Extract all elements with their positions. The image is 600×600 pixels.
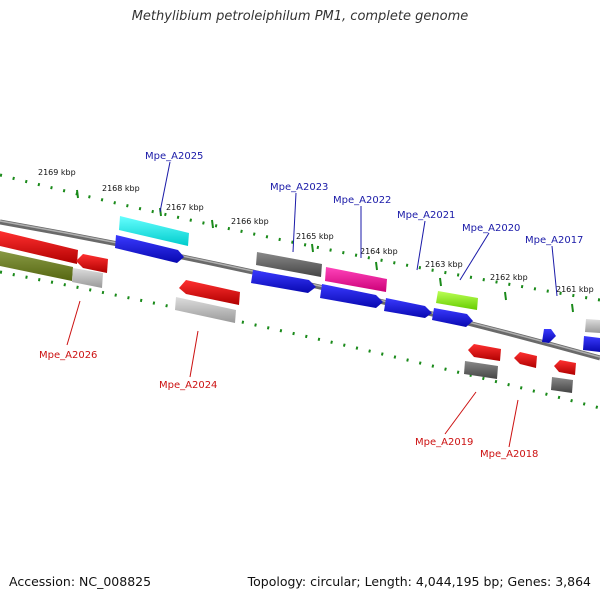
kbp-label: 2168 kbp [102,184,140,193]
genome-summary-text: Topology: circular; Length: 4,044,195 bp… [247,574,591,589]
gene-label-mpe-a2026[interactable]: Mpe_A2026 [39,350,97,361]
kbp-labels: 2169 kbp 2168 kbp 2167 kbp 2166 kbp 2165… [38,168,594,294]
cds-mpe-a2024-gray[interactable] [175,297,236,323]
lower-tick-ruler [0,270,600,410]
cds-blue-3[interactable] [320,284,383,308]
kbp-label: 2165 kbp [296,232,334,241]
map-title: Methylibium petroleiphilum PM1, complete… [131,9,469,24]
cds-mpe-a2026-gray[interactable] [72,268,103,288]
kbp-label: 2164 kbp [360,247,398,256]
cds-blue-edge[interactable] [583,336,600,352]
forward-gene-labels [159,161,558,297]
cds-blue-2[interactable] [251,270,316,293]
kbp-label: 2169 kbp [38,168,76,177]
cds-mpe-a2023[interactable] [256,252,322,277]
accession-text: Accession: NC_008825 [9,574,152,589]
gene-label-mpe-a2020[interactable]: Mpe_A2020 [462,223,520,234]
cds-mpe-a2020[interactable] [436,291,478,310]
gene-label-mpe-a2017[interactable]: Mpe_A2017 [525,235,583,246]
cds-mpe-a2019-gray[interactable] [464,361,498,379]
gene-label-mpe-a2019[interactable]: Mpe_A2019 [415,437,473,448]
cds-mpe-a2019-red[interactable] [468,344,501,361]
forward-cds [115,216,600,352]
kbp-label: 2166 kbp [231,217,269,226]
cds-red-2[interactable] [76,254,108,273]
reverse-cds [0,231,576,393]
gene-label-mpe-a2023[interactable]: Mpe_A2023 [270,182,328,193]
cds-mpe-a2026-olive[interactable] [0,251,73,281]
gene-label-mpe-a2024[interactable]: Mpe_A2024 [159,380,217,391]
kbp-label: 2162 kbp [490,273,528,282]
reverse-gene-labels [66,300,519,448]
cds-red-1[interactable] [0,231,78,264]
cds-gray-edge[interactable] [551,377,573,393]
kbp-label: 2161 kbp [556,285,594,294]
gene-label-mpe-a2018[interactable]: Mpe_A2018 [480,449,538,460]
cds-mpe-a2017[interactable] [542,329,556,343]
kbp-label: 2167 kbp [166,203,204,212]
cds-red-edge[interactable] [554,360,576,375]
gene-label-mpe-a2021[interactable]: Mpe_A2021 [397,210,455,221]
cds-blue-1[interactable] [115,235,184,263]
cds-mpe-a2018-red[interactable] [514,352,537,368]
gene-label-mpe-a2022[interactable]: Mpe_A2022 [333,195,391,206]
cds-mpe-a2022[interactable] [325,267,387,292]
cds-mpe-a2021[interactable] [384,298,432,318]
cds-light-gray-edge[interactable] [585,319,600,333]
cds-mpe-a2025[interactable] [119,216,189,246]
kbp-label: 2163 kbp [425,260,463,269]
cds-mpe-a2024-red[interactable] [179,280,240,305]
cds-blue-4[interactable] [432,308,473,327]
gene-label-mpe-a2025[interactable]: Mpe_A2025 [145,151,203,162]
